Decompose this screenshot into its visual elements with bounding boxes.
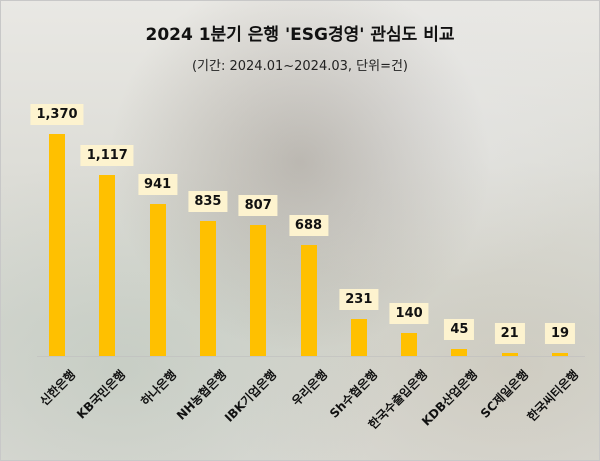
bar [350, 318, 367, 356]
category-label: 신한은행 [37, 367, 79, 409]
value-label: 807 [238, 195, 278, 217]
category-label: KB국민은행 [74, 367, 129, 422]
bar [501, 352, 518, 356]
category-label: 한국씨티은행 [524, 367, 582, 425]
value-label: 688 [288, 214, 329, 236]
value-label: 231 [339, 288, 379, 310]
value-label: 1,370 [30, 104, 84, 125]
category-label: 하나은행 [137, 367, 179, 409]
bar [149, 203, 166, 356]
value-label: 835 [188, 190, 228, 212]
value-label: 941 [138, 173, 178, 195]
category-label: 우리은행 [288, 367, 330, 409]
bar [552, 352, 568, 356]
x-axis-baseline [37, 356, 585, 357]
bar [451, 348, 468, 356]
bar [99, 174, 116, 356]
bar [49, 134, 65, 356]
bar [300, 244, 317, 356]
value-label: 21 [494, 322, 525, 344]
chart-title: 2024 1분기 은행 'ESG경영' 관심도 비교 [145, 25, 455, 45]
bar [199, 220, 216, 356]
value-label: 1,117 [80, 144, 134, 166]
bar [250, 225, 267, 356]
value-label: 140 [389, 303, 429, 325]
category-label: IBK기업은행 [222, 367, 280, 425]
bar [401, 333, 418, 356]
chart-subtitle: (기간: 2024.01~2024.03, 단위=건) [191, 59, 409, 74]
value-label: 45 [444, 318, 475, 340]
value-label: 19 [544, 322, 576, 344]
